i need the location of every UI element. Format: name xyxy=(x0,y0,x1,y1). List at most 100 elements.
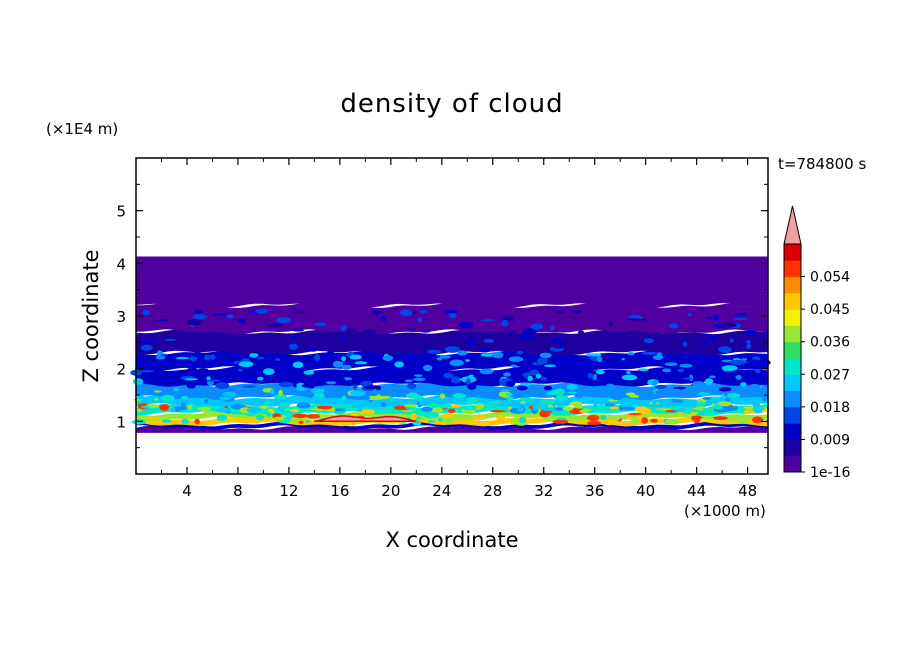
density-speckle xyxy=(722,322,737,328)
density-speckle xyxy=(441,417,454,424)
y-axis-label: Z coordinate xyxy=(79,249,103,382)
density-speckle xyxy=(142,339,158,344)
density-speckle xyxy=(566,383,578,391)
density-speckle xyxy=(273,416,285,421)
density-speckle xyxy=(621,374,638,381)
density-speckle xyxy=(423,411,440,419)
density-speckle xyxy=(543,386,553,391)
density-speckle xyxy=(305,420,310,423)
density-speckle xyxy=(600,415,607,421)
density-speckle xyxy=(164,338,177,341)
density-speckle xyxy=(467,383,477,390)
density-speckle xyxy=(173,387,180,391)
density-speckle xyxy=(194,403,202,407)
density-speckle xyxy=(465,359,471,362)
density-speckle xyxy=(665,409,677,413)
density-speckle xyxy=(290,310,307,314)
density-speckle xyxy=(487,400,503,405)
density-speckle xyxy=(682,377,694,380)
x-tick-label: 24 xyxy=(432,482,451,500)
density-speckle xyxy=(694,372,702,375)
density-speckle xyxy=(637,368,649,372)
colorbar-swatch xyxy=(784,276,801,294)
density-speckle xyxy=(212,313,228,317)
density-speckle xyxy=(314,322,327,327)
density-speckle xyxy=(555,395,569,401)
density-speckle xyxy=(496,415,506,421)
density-speckle xyxy=(625,416,634,420)
density-speckle xyxy=(410,413,418,420)
density-layer xyxy=(136,256,768,308)
density-speckle xyxy=(702,396,712,400)
density-speckle xyxy=(133,378,144,385)
density-speckle xyxy=(652,401,657,405)
density-speckle xyxy=(697,392,711,396)
density-speckle xyxy=(510,364,517,368)
density-speckle xyxy=(587,414,600,421)
density-speckle xyxy=(733,317,748,321)
density-speckle xyxy=(615,415,621,421)
density-speckle xyxy=(216,414,228,422)
density-speckle xyxy=(219,356,229,361)
density-speckle xyxy=(687,357,693,362)
density-speckle xyxy=(152,363,164,367)
density-speckle xyxy=(587,420,602,425)
density-speckle xyxy=(678,386,685,390)
density-speckle xyxy=(671,376,687,383)
density-speckle xyxy=(577,330,585,336)
density-speckle xyxy=(659,401,666,404)
density-speckle xyxy=(192,314,208,320)
density-speckle xyxy=(752,402,761,409)
density-speckle xyxy=(215,382,230,389)
density-speckle xyxy=(723,365,729,372)
density-speckle xyxy=(507,395,513,403)
colorbar-tick-label: 0.009 xyxy=(810,432,850,448)
colorbar-tick-label: 0.054 xyxy=(810,270,850,286)
density-speckle xyxy=(181,395,189,400)
density-speckle xyxy=(603,420,615,426)
y-tick-label: 5 xyxy=(116,203,126,221)
density-speckle xyxy=(292,333,298,336)
density-speckle xyxy=(187,404,193,410)
density-speckle xyxy=(754,408,763,414)
density-speckle xyxy=(427,420,436,423)
density-speckle xyxy=(735,312,747,316)
density-speckle xyxy=(362,339,373,344)
density-speckle xyxy=(718,346,732,354)
density-speckle xyxy=(676,344,682,350)
density-speckle xyxy=(517,406,525,413)
density-speckle xyxy=(406,327,417,331)
density-speckle xyxy=(161,419,172,423)
density-speckle xyxy=(203,411,217,416)
density-speckle xyxy=(357,407,363,412)
density-speckle xyxy=(332,360,344,368)
density-speckle xyxy=(718,386,732,392)
density-speckle xyxy=(746,340,751,344)
density-speckle xyxy=(528,405,534,409)
density-speckle xyxy=(197,406,212,411)
density-speckle xyxy=(748,393,757,397)
density-speckle xyxy=(457,350,468,356)
density-speckle xyxy=(237,318,246,323)
density-speckle xyxy=(693,416,700,424)
x-unit-label: (×1000 m) xyxy=(684,502,766,520)
density-speckle xyxy=(438,418,443,422)
x-tick-label: 16 xyxy=(330,482,349,500)
density-speckle xyxy=(556,333,565,339)
density-speckle xyxy=(206,376,211,381)
density-speckle xyxy=(404,379,413,383)
density-speckle xyxy=(363,329,378,334)
density-speckle xyxy=(478,347,491,353)
density-speckle xyxy=(270,388,275,395)
density-speckle xyxy=(340,325,348,331)
density-speckle xyxy=(278,389,283,397)
density-speckle xyxy=(567,391,578,394)
density-speckle xyxy=(417,317,422,322)
density-speckle xyxy=(569,309,583,314)
density-speckle xyxy=(439,393,446,399)
density-speckle xyxy=(652,332,660,336)
density-speckle xyxy=(479,368,494,375)
density-speckle xyxy=(306,414,321,419)
density-speckle xyxy=(352,404,363,408)
density-speckle xyxy=(364,385,379,390)
